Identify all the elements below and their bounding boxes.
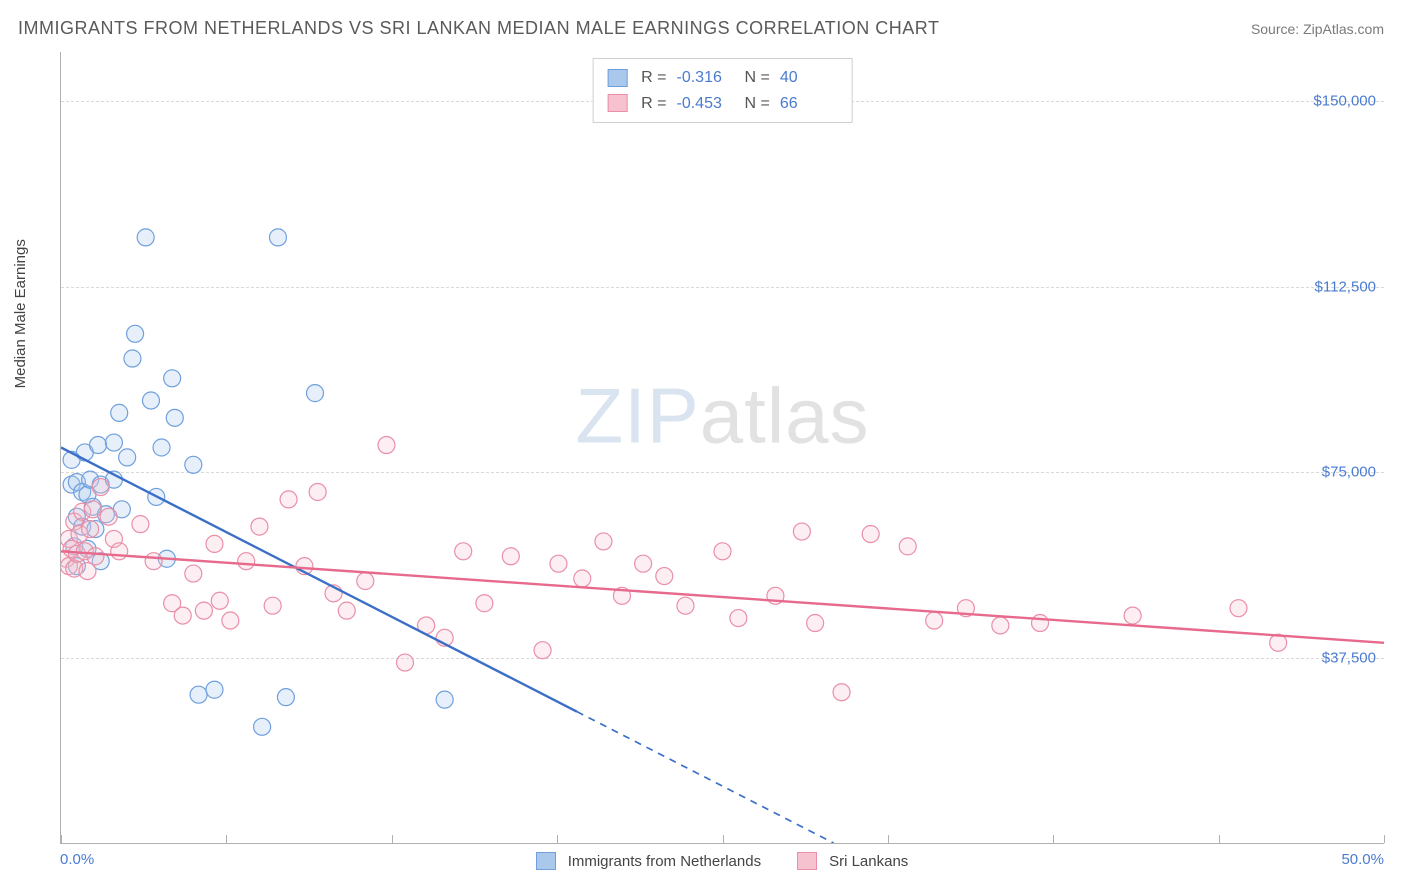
point-srilankans xyxy=(132,516,149,533)
point-srilankans xyxy=(84,501,101,518)
legend-swatch-srilankans xyxy=(797,852,817,870)
point-srilankans xyxy=(238,553,255,570)
point-netherlands xyxy=(142,392,159,409)
point-netherlands xyxy=(153,439,170,456)
point-srilankans xyxy=(862,526,879,543)
point-netherlands xyxy=(127,325,144,342)
trendline-extrapolated-netherlands xyxy=(577,712,834,843)
r-value-netherlands: -0.316 xyxy=(677,65,735,91)
point-srilankans xyxy=(455,543,472,560)
point-netherlands xyxy=(190,686,207,703)
point-srilankans xyxy=(280,491,297,508)
legend-swatch-netherlands xyxy=(536,852,556,870)
point-srilankans xyxy=(677,597,694,614)
plot-region: ZIPatlas R = -0.316 N = 40 R = -0.453 N … xyxy=(60,52,1384,844)
legend-label-srilankans: Sri Lankans xyxy=(829,853,908,870)
swatch-srilankans xyxy=(607,94,627,112)
point-srilankans xyxy=(82,521,99,538)
point-srilankans xyxy=(338,602,355,619)
legend-item-netherlands: Immigrants from Netherlands xyxy=(536,852,761,870)
point-srilankans xyxy=(595,533,612,550)
point-srilankans xyxy=(635,555,652,572)
point-srilankans xyxy=(309,483,326,500)
r-label: R = xyxy=(641,91,666,117)
plot-svg xyxy=(61,52,1384,843)
point-netherlands xyxy=(185,456,202,473)
point-srilankans xyxy=(100,508,117,525)
point-netherlands xyxy=(119,449,136,466)
r-label: R = xyxy=(641,65,666,91)
point-srilankans xyxy=(145,553,162,570)
point-srilankans xyxy=(574,570,591,587)
point-srilankans xyxy=(534,642,551,659)
point-srilankans xyxy=(206,535,223,552)
point-srilankans xyxy=(87,548,104,565)
point-srilankans xyxy=(833,684,850,701)
point-netherlands xyxy=(105,434,122,451)
point-netherlands xyxy=(166,409,183,426)
point-netherlands xyxy=(164,370,181,387)
point-srilankans xyxy=(550,555,567,572)
point-srilankans xyxy=(174,607,191,624)
point-srilankans xyxy=(211,592,228,609)
source-value: ZipAtlas.com xyxy=(1303,21,1384,37)
corr-row-netherlands: R = -0.316 N = 40 xyxy=(607,65,838,91)
correlation-box: R = -0.316 N = 40 R = -0.453 N = 66 xyxy=(592,58,853,123)
point-srilankans xyxy=(185,565,202,582)
point-srilankans xyxy=(899,538,916,555)
legend-label-netherlands: Immigrants from Netherlands xyxy=(568,853,761,870)
point-srilankans xyxy=(251,518,268,535)
point-srilankans xyxy=(476,595,493,612)
point-netherlands xyxy=(269,229,286,246)
point-netherlands xyxy=(124,350,141,367)
point-srilankans xyxy=(793,523,810,540)
r-value-srilankans: -0.453 xyxy=(677,91,735,117)
point-netherlands xyxy=(254,718,271,735)
point-netherlands xyxy=(206,681,223,698)
point-netherlands xyxy=(277,689,294,706)
point-srilankans xyxy=(714,543,731,560)
point-srilankans xyxy=(992,617,1009,634)
point-netherlands xyxy=(436,691,453,708)
point-netherlands xyxy=(90,437,107,454)
point-srilankans xyxy=(502,548,519,565)
point-srilankans xyxy=(378,437,395,454)
swatch-netherlands xyxy=(607,69,627,87)
point-srilankans xyxy=(357,572,374,589)
trendline-srilankans xyxy=(61,551,1384,642)
n-value-srilankans: 66 xyxy=(780,91,838,117)
point-srilankans xyxy=(730,610,747,627)
point-srilankans xyxy=(111,543,128,560)
chart-header: IMMIGRANTS FROM NETHERLANDS VS SRI LANKA… xyxy=(0,0,1406,47)
chart-area: Median Male Earnings ZIPatlas R = -0.316… xyxy=(18,52,1384,874)
point-netherlands xyxy=(137,229,154,246)
n-label: N = xyxy=(745,65,770,91)
point-netherlands xyxy=(111,404,128,421)
point-srilankans xyxy=(656,568,673,585)
legend-item-srilankans: Sri Lankans xyxy=(797,852,908,870)
point-srilankans xyxy=(92,479,109,496)
legend: Immigrants from Netherlands Sri Lankans xyxy=(60,848,1384,874)
point-srilankans xyxy=(807,615,824,632)
n-value-netherlands: 40 xyxy=(780,65,838,91)
point-netherlands xyxy=(307,385,324,402)
point-srilankans xyxy=(1230,600,1247,617)
corr-row-srilankans: R = -0.453 N = 66 xyxy=(607,91,838,117)
point-srilankans xyxy=(396,654,413,671)
source-label: Source: xyxy=(1251,21,1303,37)
point-srilankans xyxy=(926,612,943,629)
point-srilankans xyxy=(222,612,239,629)
point-srilankans xyxy=(1124,607,1141,624)
y-axis-label: Median Male Earnings xyxy=(12,239,29,388)
chart-title: IMMIGRANTS FROM NETHERLANDS VS SRI LANKA… xyxy=(18,18,939,39)
point-srilankans xyxy=(195,602,212,619)
point-srilankans xyxy=(264,597,281,614)
n-label: N = xyxy=(745,91,770,117)
point-srilankans xyxy=(79,563,96,580)
source-citation: Source: ZipAtlas.com xyxy=(1251,21,1384,37)
point-srilankans xyxy=(1032,615,1049,632)
